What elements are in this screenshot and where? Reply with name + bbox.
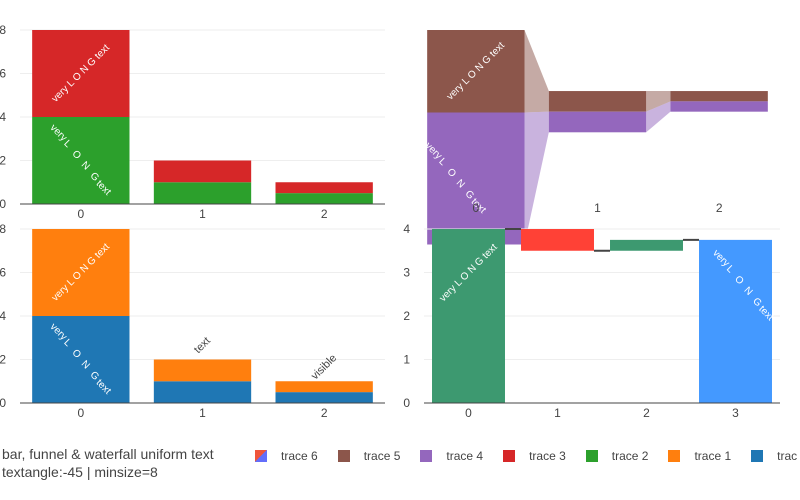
legend: trace 6 trace 5 trace 4 trace 3 trace 2 … (255, 447, 800, 465)
legend-item-trace-5[interactable]: trace 5 (337, 447, 401, 465)
legend-swatch-trace-6 (255, 450, 267, 462)
bottom-left-ytick: 6 (0, 266, 6, 280)
funnel-bar-trace-4 (548, 111, 647, 133)
legend-label-trace-6: trace 6 (281, 449, 318, 463)
bottom-right-ytick: 4 (403, 222, 410, 236)
bottom-left-ytick: 0 (0, 396, 6, 410)
funnel-connector (524, 111, 549, 245)
top-left-bar-trace-3 (32, 30, 130, 117)
top-left-ytick: 8 (0, 23, 6, 37)
bottom-right-ytick: 0 (403, 396, 410, 410)
legend-label-trace-4: trace 4 (446, 449, 484, 463)
legend-item-trace-0[interactable]: trac (751, 447, 797, 465)
legend-item-trace-3[interactable]: trace 3 (503, 447, 566, 465)
top-left-bar-trace-2 (32, 117, 130, 204)
legend-swatch-trace-4 (420, 450, 433, 462)
bottom-left-bar-trac (32, 316, 130, 403)
top-left-ytick: 0 (0, 197, 6, 211)
legend-label-trace-2: trace 2 (611, 449, 649, 463)
legend-title-line1: bar, funnel & waterfall uniform text (2, 446, 214, 462)
bottom-left-ytick: 4 (0, 309, 6, 323)
funnel-bar-trace-5 (670, 91, 768, 102)
waterfall-bar-decreasing (521, 229, 594, 251)
bottom-left-bar-trac (153, 381, 252, 403)
legend-swatch-trace-3 (503, 450, 516, 462)
top-right-xtick: 2 (716, 201, 723, 215)
bottom-left-bar-trace-1 (32, 229, 130, 316)
bottom-right-ytick: 1 (403, 353, 410, 367)
top-left-bar-trace-3 (153, 160, 252, 183)
legend-swatch-trace-2 (585, 450, 598, 462)
top-left-xtick: 1 (199, 207, 206, 221)
waterfall-bar-increasing (432, 229, 505, 403)
bottom-right-xtick: 1 (554, 406, 561, 420)
bottom-left-bar-trac (275, 392, 373, 403)
bottom-right-xtick: 0 (465, 406, 472, 420)
legend-swatch-trace-5 (337, 450, 350, 462)
waterfall-bar-total (699, 239, 772, 403)
legend-swatch-trace-0 (751, 450, 764, 462)
legend-label-trace-1: trace 1 (694, 449, 732, 463)
funnel-connector (646, 101, 671, 133)
top-left-ytick: 2 (0, 154, 6, 168)
legend-label-trace-5: trace 5 (363, 449, 401, 463)
legend-item-trace-2[interactable]: trace 2 (585, 447, 649, 465)
funnel-connector (646, 91, 671, 112)
bottom-left-bar-label-outside: visible (309, 352, 339, 382)
bottom-left-xtick: 1 (199, 406, 206, 420)
legend-item-trace-4[interactable]: trace 4 (420, 447, 483, 465)
bottom-left-bar-label-outside: text (192, 335, 213, 356)
funnel-bar-trace-5 (427, 30, 525, 113)
bottom-right-ytick: 2 (403, 309, 410, 323)
legend-swatch-trace-1 (668, 450, 681, 462)
funnel-bar-trace-4 (427, 112, 525, 245)
bottom-left-bar-trace-1 (275, 381, 373, 393)
legend-label-trace-3: trace 3 (529, 449, 566, 463)
bottom-left-bar-trace-1 (153, 359, 252, 382)
funnel-bar-trace-4 (670, 101, 768, 112)
top-left-xtick: 0 (77, 207, 84, 221)
top-left-xtick: 2 (321, 207, 328, 221)
funnel-connector (524, 30, 549, 113)
waterfall-bar-increasing (610, 239, 683, 251)
top-left-bar-trace-3 (275, 182, 373, 194)
legend-item-trace-1[interactable]: trace 1 (668, 447, 731, 465)
funnel-bar-trace-5 (548, 91, 647, 112)
legend-item-trace-6[interactable]: trace 6 (255, 447, 318, 465)
top-left-ytick: 4 (0, 110, 6, 124)
bottom-left-xtick: 2 (321, 406, 328, 420)
top-right-xtick: 0 (472, 201, 479, 215)
bottom-left-ytick: 8 (0, 222, 6, 236)
bottom-right-xtick: 2 (643, 406, 650, 420)
legend-label-trace-0: trac (777, 449, 798, 463)
top-left-ytick: 6 (0, 67, 6, 81)
top-right-xtick: 1 (594, 201, 601, 215)
bottom-right-ytick: 3 (403, 266, 410, 280)
legend-title-line2: textangle:-45 | minsize=8 (2, 464, 158, 480)
top-left-bar-trace-2 (153, 182, 252, 204)
legend-title: bar, funnel & waterfall uniform text tex… (2, 445, 214, 481)
bottom-left-ytick: 2 (0, 353, 6, 367)
bottom-left-xtick: 0 (77, 406, 84, 420)
bottom-right-xtick: 3 (732, 406, 739, 420)
top-left-bar-trace-2 (275, 193, 373, 204)
